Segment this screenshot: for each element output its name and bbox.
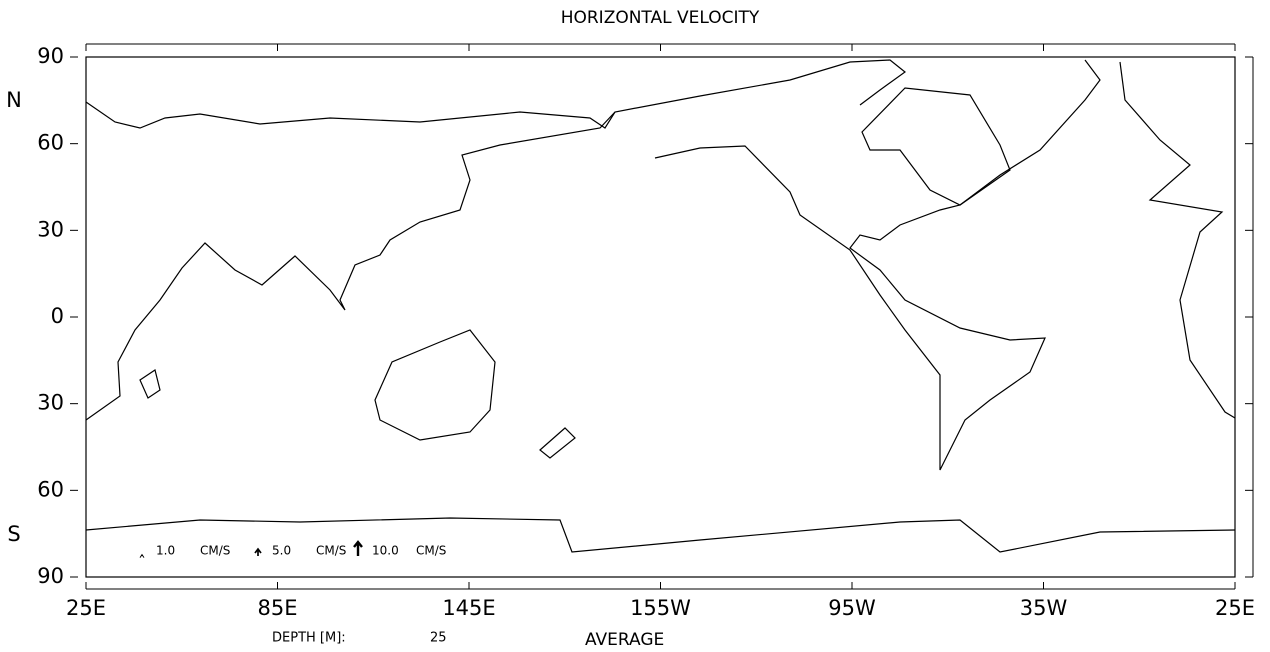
y-tick-label: 30 xyxy=(37,391,64,415)
x-tick-label: 35W xyxy=(1020,596,1068,620)
plot-frame xyxy=(86,57,1235,577)
y-tick-label: 60 xyxy=(37,131,64,155)
reference-value: 10.0 xyxy=(372,544,399,558)
greenland-coast xyxy=(862,88,1010,205)
y-tick-label: 30 xyxy=(37,217,64,241)
x-tick-label: 25E xyxy=(1215,596,1255,620)
y-tick-label: 60 xyxy=(37,477,64,501)
depth-label: DEPTH [M]: xyxy=(272,631,346,646)
x-tick-label: 95W xyxy=(828,596,876,620)
x-tick-label: 145E xyxy=(442,596,495,620)
y-tick-label: 0 xyxy=(51,304,64,328)
south-label: S xyxy=(7,522,20,546)
antarctica-coast xyxy=(86,518,1235,552)
reference-unit: CM/S xyxy=(200,544,230,558)
x-tick-label: 155W xyxy=(630,596,691,620)
new-zealand-coast xyxy=(540,428,575,458)
australia-coast xyxy=(375,330,495,440)
europe-africa-west-coast xyxy=(1120,62,1235,418)
reference-arrow xyxy=(140,555,144,558)
reference-unit: CM/S xyxy=(416,544,446,558)
chart-title: HORIZONTAL VELOCITY xyxy=(561,8,760,28)
arctic-coast xyxy=(86,60,905,128)
depth-value: 25 xyxy=(430,631,447,646)
y-tick-label: 90 xyxy=(37,564,64,588)
x-tick-label: 85E xyxy=(258,596,298,620)
y-tick-label: 90 xyxy=(37,44,64,68)
period-label: AVERAGE xyxy=(585,630,664,650)
north-label: N xyxy=(6,88,22,112)
map-chart: HORIZONTAL VELOCITY 25E 85E 145E 155W 95W 35W… xyxy=(0,0,1270,652)
eurasia-africa-coast xyxy=(86,112,615,420)
reference-arrow xyxy=(255,549,261,556)
x-tick-label: 25E xyxy=(66,596,106,620)
reference-unit: CM/S xyxy=(316,544,346,558)
reference-value: 1.0 xyxy=(156,544,175,558)
coastlines xyxy=(86,60,1235,552)
americas-coast xyxy=(655,60,1100,470)
reference-arrow xyxy=(354,542,362,556)
madagascar-coast xyxy=(140,370,160,398)
reference-value: 5.0 xyxy=(272,544,291,558)
